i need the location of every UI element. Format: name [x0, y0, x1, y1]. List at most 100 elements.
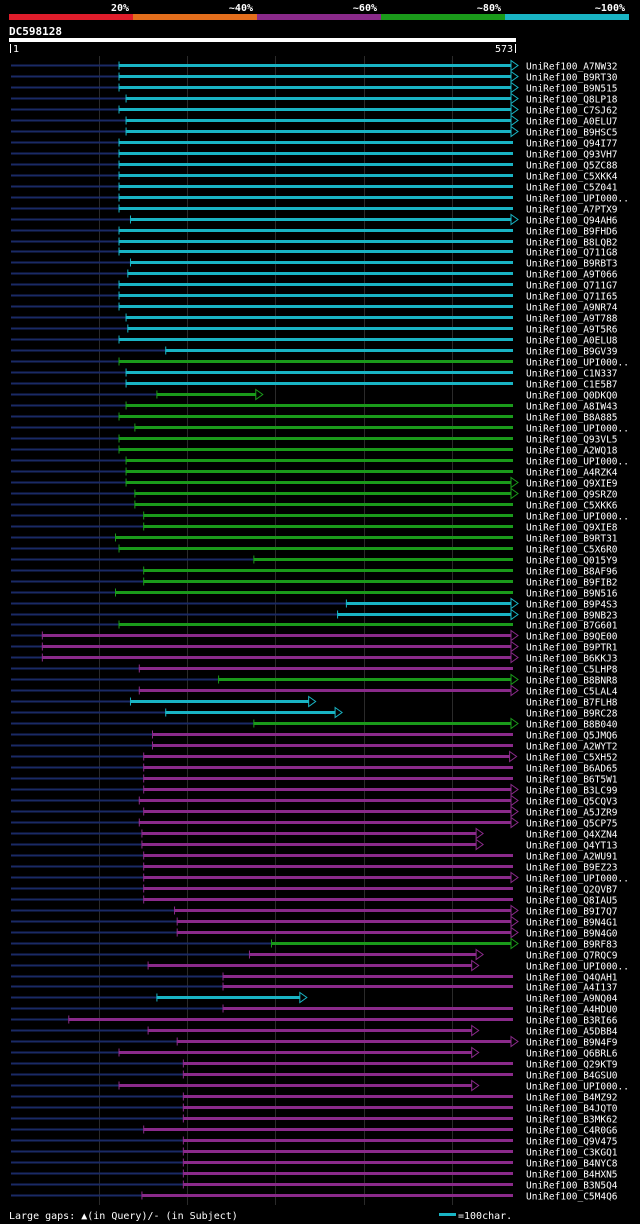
hit-label[interactable]: UniRef100_B9HSC5 [526, 128, 618, 139]
hit-row[interactable]: UniRef100_B8B040 [11, 717, 618, 731]
hit-row[interactable]: UniRef100_A9NR74 [11, 302, 618, 314]
hit-label[interactable]: UniRef100_UPI000.. [526, 1082, 629, 1093]
hit-row[interactable]: UniRef100_B4GSU0 [11, 1070, 618, 1082]
hit-row[interactable]: UniRef100_B9QE00 [11, 629, 618, 643]
hit-row[interactable]: UniRef100_B4JQT0 [11, 1103, 618, 1115]
hit-label[interactable]: UniRef100_Q6BRL6 [526, 1049, 618, 1060]
hit-row[interactable]: UniRef100_UPI000.. [11, 511, 629, 523]
hit-row[interactable]: UniRef100_B8AF96 [11, 566, 618, 578]
hit-label[interactable]: UniRef100_B3N5Q4 [526, 1181, 618, 1192]
hit-row[interactable]: UniRef100_A4RZK4 [11, 467, 618, 479]
hit-label[interactable]: UniRef100_UPI000.. [526, 874, 629, 885]
hit-label[interactable]: UniRef100_A5JZR9 [526, 808, 618, 819]
hit-row[interactable]: UniRef100_B9FIB2 [11, 577, 618, 589]
hit-row[interactable]: UniRef100_B4HXN5 [11, 1169, 618, 1181]
hit-row[interactable]: UniRef100_Q711G8 [11, 247, 618, 259]
hit-row[interactable]: UniRef100_B7FLH8 [11, 695, 618, 709]
hit-label[interactable]: UniRef100_Q93VH7 [526, 150, 618, 161]
hit-row[interactable]: UniRef100_B9GV39 [11, 346, 618, 358]
hit-row[interactable]: UniRef100_A9T5R6 [11, 324, 618, 336]
hit-label[interactable]: UniRef100_Q94I77 [526, 139, 618, 150]
hit-label[interactable]: UniRef100_Q711G8 [526, 248, 618, 259]
hit-row[interactable]: UniRef100_B3LC99 [11, 783, 618, 797]
hit-label[interactable]: UniRef100_A0ELU7 [526, 117, 618, 128]
hit-label[interactable]: UniRef100_B9FHD6 [526, 227, 618, 238]
hit-label[interactable]: UniRef100_A9NQ04 [526, 994, 618, 1005]
hit-label[interactable]: UniRef100_A8IW43 [526, 402, 618, 413]
hit-label[interactable]: UniRef100_Q9V475 [526, 1137, 618, 1148]
hit-row[interactable]: UniRef100_B8A885 [11, 412, 618, 424]
hit-label[interactable]: UniRef100_B9N515 [526, 84, 618, 95]
hit-label[interactable]: UniRef100_B9EZ23 [526, 863, 618, 874]
hit-row[interactable]: UniRef100_Q7RQC9 [11, 948, 618, 962]
hit-row[interactable]: UniRef100_Q71I65 [11, 291, 618, 303]
hit-row[interactable]: UniRef100_B9FHD6 [11, 226, 618, 238]
hit-row[interactable]: UniRef100_B9PTR1 [11, 640, 618, 654]
hit-label[interactable]: UniRef100_UPI000.. [526, 962, 629, 973]
hit-row[interactable]: UniRef100_B9RT30 [11, 70, 618, 84]
hit-row[interactable]: UniRef100_Q94AH6 [11, 213, 618, 227]
hit-label[interactable]: UniRef100_A9NR74 [526, 303, 618, 314]
hit-row[interactable]: UniRef100_C5XKK4 [11, 171, 618, 183]
hit-label[interactable]: UniRef100_B9N516 [526, 589, 618, 600]
hit-row[interactable]: UniRef100_B6AD65 [11, 763, 618, 775]
hit-label[interactable]: UniRef100_B6KKJ3 [526, 654, 618, 665]
hit-label[interactable]: UniRef100_Q5CP75 [526, 819, 618, 830]
hit-label[interactable]: UniRef100_C3KGQ1 [526, 1148, 618, 1159]
hit-label[interactable]: UniRef100_B9GV39 [526, 347, 618, 358]
hit-row[interactable]: UniRef100_Q93VL5 [11, 434, 618, 446]
hit-label[interactable]: UniRef100_A9T066 [526, 270, 618, 281]
hit-row[interactable]: UniRef100_Q4YT13 [11, 838, 618, 852]
hit-label[interactable]: UniRef100_B4JQT0 [526, 1104, 618, 1115]
hit-row[interactable]: UniRef100_B8BNR8 [11, 673, 618, 687]
hit-row[interactable]: UniRef100_B9P4S3 [11, 597, 618, 611]
hit-row[interactable]: UniRef100_A9T788 [11, 313, 618, 325]
hit-label[interactable]: UniRef100_Q0DKQ0 [526, 391, 618, 402]
hit-label[interactable]: UniRef100_A9T5R6 [526, 325, 618, 336]
hit-label[interactable]: UniRef100_B9FIB2 [526, 578, 618, 589]
hit-label[interactable]: UniRef100_Q4XZN4 [526, 830, 618, 841]
hit-label[interactable]: UniRef100_A4HDU0 [526, 1005, 618, 1016]
hit-label[interactable]: UniRef100_C1E5B7 [526, 380, 618, 391]
hit-row[interactable]: UniRef100_A7NW32 [11, 59, 618, 73]
hit-label[interactable]: UniRef100_Q9SRZ0 [526, 490, 618, 501]
hit-label[interactable]: UniRef100_A0ELU8 [526, 336, 618, 347]
hit-label[interactable]: UniRef100_A5DBB4 [526, 1027, 618, 1038]
hit-row[interactable]: UniRef100_B9N4G0 [11, 926, 618, 940]
hit-label[interactable]: UniRef100_B6T5W1 [526, 775, 618, 786]
hit-row[interactable]: UniRef100_A8IW43 [11, 401, 618, 413]
hit-row[interactable]: UniRef100_Q93VH7 [11, 149, 618, 161]
hit-row[interactable]: UniRef100_C5LAL4 [11, 684, 618, 698]
hit-label[interactable]: UniRef100_A2WYT2 [526, 742, 618, 753]
hit-label[interactable]: UniRef100_Q9XIE8 [526, 523, 618, 534]
hit-label[interactable]: UniRef100_UPI000.. [526, 457, 629, 468]
hit-row[interactable]: UniRef100_A0ELU7 [11, 114, 618, 128]
hit-row[interactable]: UniRef100_B3N5Q4 [11, 1180, 618, 1192]
hit-row[interactable]: UniRef100_Q8IAU5 [11, 895, 618, 907]
hit-row[interactable]: UniRef100_C5XKK6 [11, 500, 618, 512]
hit-label[interactable]: UniRef100_B9RC28 [526, 709, 618, 720]
hit-label[interactable]: UniRef100_UPI000.. [526, 512, 629, 523]
hit-row[interactable]: UniRef100_B9N4G1 [11, 915, 618, 929]
hit-row[interactable]: UniRef100_Q5ZC88 [11, 160, 618, 172]
hit-label[interactable]: UniRef100_B9RT30 [526, 73, 618, 84]
hit-label[interactable]: UniRef100_B4MZ92 [526, 1093, 618, 1104]
hit-label[interactable]: UniRef100_Q29KT9 [526, 1060, 618, 1071]
hit-label[interactable]: UniRef100_B9RF83 [526, 940, 618, 951]
hit-row[interactable]: UniRef100_A4HDU0 [11, 1004, 618, 1016]
hit-label[interactable]: UniRef100_Q71I65 [526, 292, 618, 303]
hit-label[interactable]: UniRef100_C5XH52 [526, 753, 618, 764]
hit-row[interactable]: UniRef100_UPI000.. [11, 357, 629, 369]
hit-label[interactable]: UniRef100_C5M4Q6 [526, 1192, 618, 1203]
hit-row[interactable]: UniRef100_UPI000.. [11, 959, 629, 973]
hit-row[interactable]: UniRef100_B9EZ23 [11, 862, 618, 874]
hit-label[interactable]: UniRef100_C4R0G6 [526, 1126, 618, 1137]
hit-label[interactable]: UniRef100_B4GSU0 [526, 1071, 618, 1082]
hit-label[interactable]: UniRef100_Q8IAU5 [526, 896, 618, 907]
hit-row[interactable]: UniRef100_B3MK62 [11, 1114, 618, 1126]
hit-row[interactable]: UniRef100_B8LQB2 [11, 237, 618, 249]
hit-row[interactable]: UniRef100_B9RBT3 [11, 258, 618, 270]
hit-label[interactable]: UniRef100_Q94AH6 [526, 216, 618, 227]
hit-label[interactable]: UniRef100_C5LAL4 [526, 687, 618, 698]
hit-label[interactable]: UniRef100_B9P4S3 [526, 600, 618, 611]
